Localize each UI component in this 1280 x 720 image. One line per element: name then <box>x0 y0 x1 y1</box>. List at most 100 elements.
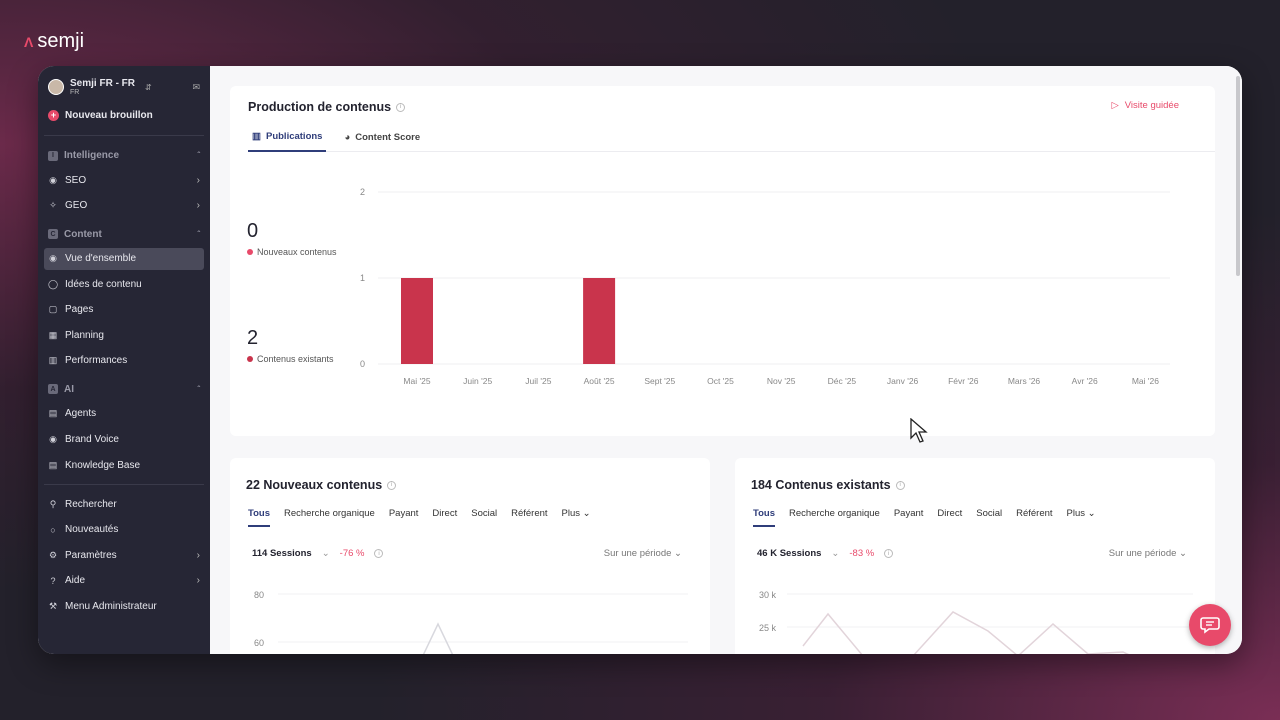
ai-badge-icon: A <box>48 384 58 395</box>
y-tick-label: 0 <box>360 359 365 369</box>
tab-paid[interactable]: Payant <box>893 508 924 519</box>
period-select[interactable]: Sur une période ⌄ <box>1109 548 1187 559</box>
sidebar-item-planning[interactable]: ▦ Planning <box>44 324 204 346</box>
production-bar-chart: 0 1 2 Mai '25 Juin '25 Juil '25 Août '25 Sept '… <box>360 187 1170 386</box>
info-icon[interactable]: i <box>884 549 894 558</box>
section-ai[interactable]: A AI ˆ <box>44 378 204 401</box>
new-draft-label: Nouveau brouillon <box>65 110 153 121</box>
play-icon: ▷ <box>1111 100 1119 111</box>
app-window: Semji FR - FR FR ⇵ ✉ + Nouveau brouillon… <box>38 66 1242 654</box>
y-tick-label: 2 <box>360 187 365 197</box>
sidebar-item-content-ideas[interactable]: ◯ Idées de contenu <box>44 273 204 295</box>
tab-referral[interactable]: Référent <box>1016 508 1053 519</box>
tab-more[interactable]: Plus ⌄ <box>562 508 591 527</box>
sidebar-item-admin-menu[interactable]: ⚒ Menu Administrateur <box>44 596 204 618</box>
legend-dot-icon <box>247 249 253 255</box>
eye-icon: ◉ <box>49 253 57 264</box>
chevron-up-icon: ˆ <box>197 151 200 160</box>
sidebar-item-overview[interactable]: ◉ Vue d'ensemble <box>44 247 204 270</box>
stat-new-contents: 0 Nouveaux contenus <box>247 220 337 257</box>
new-draft-button[interactable]: + Nouveau brouillon <box>44 104 204 127</box>
x-tick-label: Nov '25 <box>767 376 796 386</box>
x-tick-label: Juin '25 <box>463 376 492 386</box>
sidebar-item-search[interactable]: ⚲ Rechercher <box>44 493 204 515</box>
tab-all[interactable]: Tous <box>248 508 270 527</box>
sidebar-item-settings[interactable]: ⚙ Paramètres › <box>44 544 204 566</box>
sidebar-item-performances[interactable]: ▥ Performances <box>44 350 204 372</box>
sessions-line <box>802 611 1130 654</box>
period-select[interactable]: Sur une période ⌄ <box>604 548 682 559</box>
sidebar-item-brand-voice[interactable]: ◉ Brand Voice <box>44 429 204 451</box>
sessions-metric[interactable]: 114 Sessions ⌄ -76 % i <box>252 548 384 559</box>
sidebar-item-seo[interactable]: ◉ SEO › <box>44 169 204 191</box>
tab-all[interactable]: Tous <box>753 508 775 527</box>
sessions-metric[interactable]: 46 K Sessions ⌄ -83 % i <box>757 548 894 559</box>
content-badge-icon: C <box>48 229 58 240</box>
sidebar-item-geo[interactable]: ✧ GEO › <box>44 195 204 217</box>
chevron-down-icon: ⌄ <box>582 508 591 519</box>
tab-organic[interactable]: Recherche organique <box>789 508 880 519</box>
divider <box>44 135 204 136</box>
chevron-right-icon: › <box>196 174 200 186</box>
tab-paid[interactable]: Payant <box>388 508 419 519</box>
sidebar-item-label: Knowledge Base <box>65 459 141 471</box>
bar <box>401 278 433 364</box>
info-icon[interactable]: i <box>374 549 384 558</box>
x-tick-label: Avr '26 <box>1072 376 1098 386</box>
production-title-text: Production de contenus <box>248 100 392 114</box>
workspace-sub: FR <box>70 89 80 96</box>
main-content: Production de contenus i ▷ Visite guidée… <box>210 66 1242 654</box>
info-icon[interactable]: i <box>387 480 397 490</box>
tab-content-score[interactable]: ◕ Content Score <box>344 122 420 152</box>
chevron-up-icon: ˆ <box>197 229 200 239</box>
page-icon: ▢ <box>48 304 58 315</box>
workspace-name: Semji FR - FR <box>70 78 136 89</box>
workspace-switcher[interactable]: Semji FR - FR FR ⇵ ✉ <box>44 76 204 104</box>
chat-icon <box>1200 617 1220 634</box>
guided-tour-button[interactable]: ▷ Visite guidée <box>1111 100 1179 111</box>
sparkle-icon: ✧ <box>49 200 57 211</box>
section-content[interactable]: C Content ˆ <box>44 223 204 246</box>
sidebar-item-news[interactable]: ○ Nouveautés <box>44 519 204 541</box>
tab-more[interactable]: Plus ⌄ <box>1067 508 1096 527</box>
tab-social[interactable]: Social <box>976 508 1003 519</box>
section-label: Intelligence <box>64 150 120 161</box>
chart-icon: ▥ <box>48 355 58 366</box>
info-icon[interactable]: i <box>895 480 905 490</box>
section-label: AI <box>64 383 74 395</box>
chevron-updown-icon: ⇵ <box>145 82 152 92</box>
stat-label-text: Nouveaux contenus <box>257 247 337 257</box>
tab-label: Content Score <box>355 131 421 143</box>
sessions-line <box>422 622 454 654</box>
sidebar-item-help[interactable]: ? Aide › <box>44 570 204 592</box>
production-title: Production de contenus i <box>248 100 406 114</box>
sidebar-item-label: Vue d'ensemble <box>65 253 137 265</box>
sidebar-item-label: Nouveautés <box>65 524 119 536</box>
info-icon[interactable]: i <box>396 102 406 112</box>
notification-off-icon[interactable]: ✉ <box>192 81 200 92</box>
tab-direct[interactable]: Direct <box>432 508 458 519</box>
sidebar-item-pages[interactable]: ▢ Pages <box>44 299 204 321</box>
intelligence-badge-icon: I <box>48 150 58 161</box>
globe-icon: ◉ <box>49 174 57 185</box>
section-intelligence[interactable]: I Intelligence ˆ <box>44 144 204 167</box>
existing-contents-title-text: 184 Contenus existants <box>751 478 891 492</box>
sidebar-item-label: SEO <box>65 174 87 186</box>
x-tick-label: Janv '26 <box>887 376 919 386</box>
x-tick-label: Févr '26 <box>948 376 979 386</box>
chat-button[interactable] <box>1189 604 1231 646</box>
tab-direct[interactable]: Direct <box>937 508 963 519</box>
tab-publications[interactable]: ▥ Publications <box>248 122 327 152</box>
divider <box>44 484 204 486</box>
tab-social[interactable]: Social <box>471 508 498 519</box>
tab-referral[interactable]: Référent <box>511 508 548 519</box>
avatar <box>48 79 64 95</box>
sidebar-item-label: Planning <box>65 329 104 341</box>
tab-organic[interactable]: Recherche organique <box>284 508 375 519</box>
sessions-value: 114 Sessions <box>252 548 312 559</box>
scrollbar[interactable] <box>1236 76 1240 276</box>
agent-icon: ▤ <box>48 408 58 419</box>
sidebar-item-agents[interactable]: ▤ Agents <box>44 403 204 425</box>
sidebar-item-knowledge-base[interactable]: ▤ Knowledge Base <box>44 454 204 476</box>
period-label: Sur une période <box>603 548 672 559</box>
